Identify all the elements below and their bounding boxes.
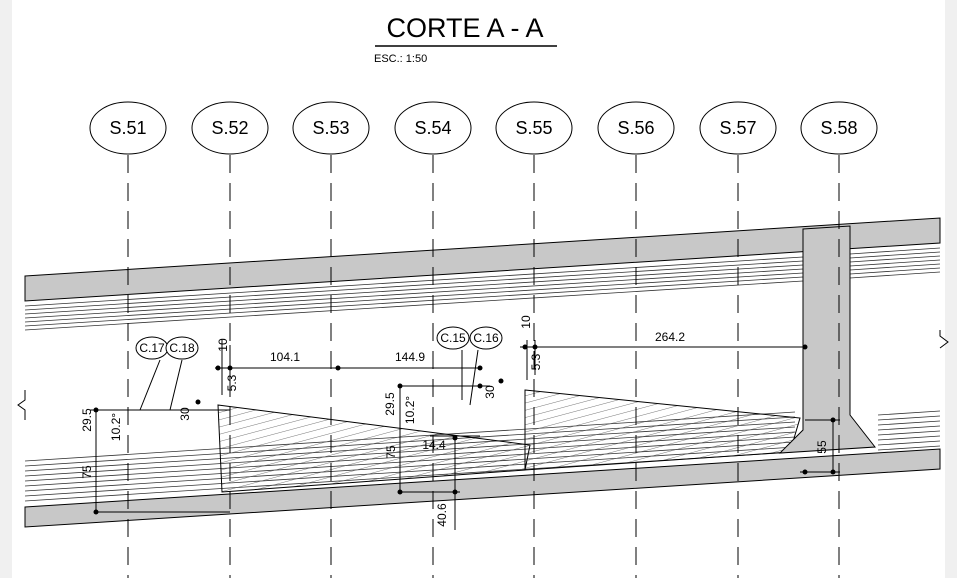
dimension-dot (533, 345, 538, 350)
dimension-dot (398, 384, 403, 389)
axis-label: S.51 (109, 118, 146, 138)
dimension-label: 10 (519, 315, 533, 329)
axis-label: S.52 (211, 118, 248, 138)
callout-label: C.16 (473, 331, 499, 345)
axis-label: S.53 (312, 118, 349, 138)
scale: ESC.: 1:50 (374, 53, 427, 65)
dimension-dot (336, 366, 341, 371)
axis-label: S.55 (515, 118, 552, 138)
dimension-dot (478, 366, 483, 371)
dimension-dot (94, 510, 99, 515)
dimension-dot (453, 490, 458, 495)
dimension-label: 29.5 (80, 408, 94, 432)
dimension-dot (523, 345, 528, 350)
dimension-dot (803, 345, 808, 350)
dimension-label: 10 (216, 338, 230, 352)
dimension-label: 75 (384, 445, 398, 459)
dimension-label: 55 (815, 440, 829, 454)
dimension-label: 30 (483, 385, 497, 399)
dimension-dot (831, 418, 836, 423)
axis-label: S.58 (820, 118, 857, 138)
dimension-dot (803, 470, 808, 475)
dimension-label: 144.9 (395, 350, 425, 364)
dimension-label: 29.5 (383, 392, 397, 416)
axis-label: S.56 (617, 118, 654, 138)
dimension-dot (453, 436, 458, 441)
dimension-dot (94, 408, 99, 413)
callout-label: C.17 (139, 341, 165, 355)
dimension-label: 264.2 (655, 330, 685, 344)
dimension-dot (478, 384, 483, 389)
dimension-dot (216, 366, 221, 371)
dimension-dot (831, 470, 836, 475)
callout-label: C.15 (440, 331, 466, 345)
dimension-dot (398, 490, 403, 495)
axis-label: S.57 (719, 118, 756, 138)
dimension-label: 5.3 (529, 353, 543, 370)
drawing: CORTE A - A ESC.: 1:50 S.51 S.52 S.53 S.54 S… (0, 0, 957, 578)
axis-label: S.54 (414, 118, 451, 138)
title: CORTE A - A (386, 13, 543, 43)
dimension-label: 14.4 (422, 438, 446, 452)
dimension-label: 40.6 (435, 503, 449, 527)
dimension-dot (196, 400, 201, 405)
dimension-label: 75 (80, 465, 94, 479)
dimension-label: 104.1 (270, 350, 300, 364)
dimension-label: 5.3 (225, 374, 239, 391)
callout-label: C.18 (169, 341, 195, 355)
dimension-label: 10.2° (403, 396, 417, 424)
dimension-label: 30 (178, 407, 192, 421)
dimension-dot (499, 379, 504, 384)
dimension-label: 10.2° (109, 413, 123, 441)
